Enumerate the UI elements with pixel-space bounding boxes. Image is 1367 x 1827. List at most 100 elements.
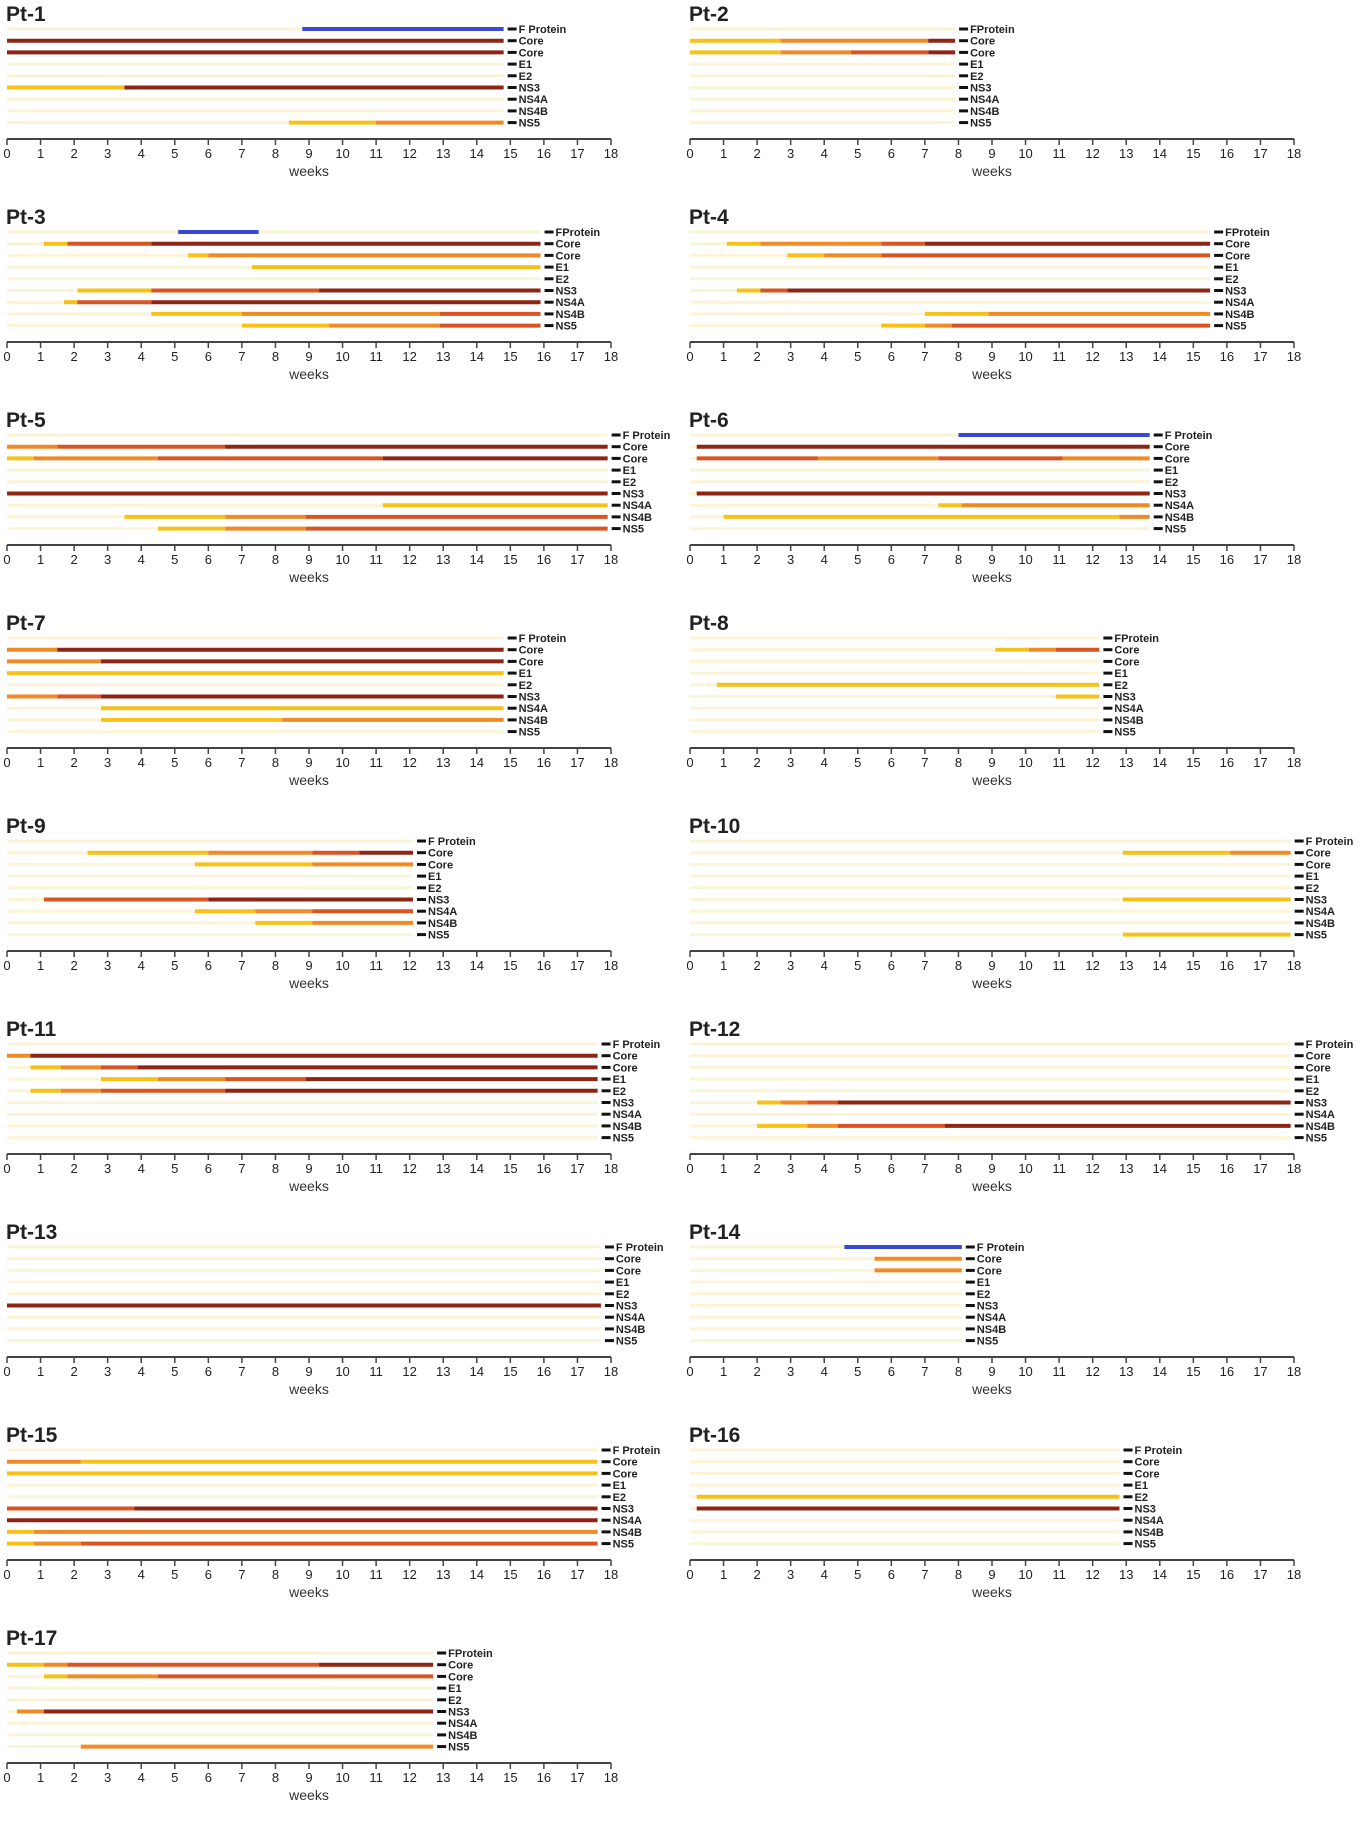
chart-svg-12: Pt-12F ProteinCoreCoreE1E2NS3NS4ANS4BNS5…	[686, 1018, 1353, 1194]
row-label: E2	[977, 1289, 990, 1301]
x-tick-label: 13	[1119, 349, 1133, 364]
x-tick-label: 13	[436, 1770, 450, 1785]
x-tick-label: 12	[402, 1364, 416, 1379]
x-tick-label: 1	[720, 1567, 727, 1582]
row-label: NS5	[519, 727, 540, 739]
x-tick-label: 14	[1153, 349, 1167, 364]
x-tick-label: 12	[1085, 1161, 1099, 1176]
chart-panel-4: Pt-4 FProtein Core Core E1 E2 NS3 NS4A NS4B NS5 0 1…	[683, 203, 1366, 406]
x-tick-label: 14	[470, 1770, 484, 1785]
row-label: NS4B	[556, 309, 585, 321]
x-tick-label: 15	[503, 146, 517, 161]
x-tick-label: 16	[1220, 1567, 1234, 1582]
x-tick-label: 8	[272, 1364, 279, 1379]
x-tick-label: 9	[305, 552, 312, 567]
row-label: E1	[448, 1683, 461, 1695]
x-tick-label: 16	[1220, 1161, 1234, 1176]
row-label: NS3	[519, 83, 540, 95]
x-tick-label: 13	[436, 1364, 450, 1379]
x-tick-label: 10	[335, 1770, 349, 1785]
row-label: E2	[1135, 1492, 1148, 1504]
x-axis-label: weeks	[288, 1178, 329, 1194]
x-tick-label: 2	[753, 349, 760, 364]
x-tick-label: 7	[238, 755, 245, 770]
row-label: Core	[616, 1265, 641, 1277]
x-tick-label: 18	[604, 1567, 618, 1582]
x-tick-label: 8	[955, 552, 962, 567]
x-axis-label: weeks	[971, 1584, 1012, 1600]
x-tick-label: 6	[205, 1364, 212, 1379]
row-label: NS3	[1225, 286, 1246, 298]
row-label: Core	[1135, 1468, 1160, 1480]
x-axis-label: weeks	[971, 569, 1012, 585]
x-tick-label: 16	[537, 1770, 551, 1785]
x-tick-label: 10	[335, 755, 349, 770]
x-tick-label: 8	[955, 146, 962, 161]
x-tick-label: 14	[1153, 1161, 1167, 1176]
x-tick-label: 0	[3, 755, 10, 770]
x-tick-label: 7	[238, 1364, 245, 1379]
x-tick-label: 9	[988, 1567, 995, 1582]
x-tick-label: 17	[570, 349, 584, 364]
x-tick-label: 4	[821, 552, 828, 567]
x-tick-label: 9	[305, 349, 312, 364]
x-tick-label: 14	[470, 146, 484, 161]
x-tick-label: 10	[1018, 1364, 1032, 1379]
x-tick-label: 17	[570, 1364, 584, 1379]
chart-svg-15: Pt-15F ProteinCoreCoreE1E2NS3NS4ANS4BNS5…	[3, 1424, 660, 1600]
x-tick-label: 14	[470, 349, 484, 364]
x-tick-label: 5	[171, 1364, 178, 1379]
row-label: Core	[1225, 250, 1250, 262]
x-tick-label: 15	[1186, 1567, 1200, 1582]
x-tick-label: 18	[604, 1364, 618, 1379]
x-tick-label: 11	[369, 349, 383, 364]
x-tick-label: 4	[138, 1364, 145, 1379]
x-tick-label: 8	[272, 349, 279, 364]
x-tick-label: 6	[205, 1567, 212, 1582]
x-tick-label: 4	[138, 1770, 145, 1785]
x-tick-label: 8	[272, 755, 279, 770]
x-tick-label: 3	[787, 1161, 794, 1176]
x-tick-label: 12	[402, 1770, 416, 1785]
row-label: NS4A	[1114, 703, 1143, 715]
row-label: F Protein	[519, 633, 567, 645]
x-tick-label: 1	[720, 349, 727, 364]
x-tick-label: 10	[1018, 1161, 1032, 1176]
row-label: E2	[1306, 1086, 1319, 1098]
x-tick-label: 12	[402, 755, 416, 770]
row-label: Core	[448, 1660, 473, 1672]
x-tick-label: 9	[988, 349, 995, 364]
x-tick-label: 9	[988, 1364, 995, 1379]
row-label: NS4A	[448, 1718, 477, 1730]
panel-title: Pt-9	[6, 815, 46, 838]
x-tick-label: 4	[821, 349, 828, 364]
x-tick-label: 15	[1186, 146, 1200, 161]
row-label: NS3	[448, 1707, 469, 1719]
x-tick-label: 18	[1287, 1161, 1301, 1176]
row-label: NS3	[1135, 1504, 1156, 1516]
x-tick-label: 6	[888, 349, 895, 364]
row-label: NS5	[428, 930, 449, 942]
row-label: Core	[623, 442, 648, 454]
x-axis-label: weeks	[288, 975, 329, 991]
x-tick-label: 5	[854, 146, 861, 161]
x-tick-label: 16	[537, 1364, 551, 1379]
x-tick-label: 10	[335, 146, 349, 161]
x-tick-label: 7	[238, 958, 245, 973]
x-tick-label: 17	[1253, 1567, 1267, 1582]
x-tick-label: 3	[104, 146, 111, 161]
x-tick-label: 13	[436, 349, 450, 364]
x-tick-label: 8	[955, 1364, 962, 1379]
chart-svg-16: Pt-16F ProteinCoreCoreE1E2NS3NS4ANS4BNS5…	[686, 1424, 1301, 1600]
x-tick-label: 9	[305, 755, 312, 770]
x-tick-label: 4	[821, 1567, 828, 1582]
x-tick-label: 9	[305, 146, 312, 161]
row-label: Core	[613, 1468, 638, 1480]
x-tick-label: 15	[503, 1567, 517, 1582]
x-tick-label: 3	[104, 958, 111, 973]
chart-svg-1: Pt-1F ProteinCoreCoreE1E2NS3NS4ANS4BNS50…	[3, 3, 618, 179]
row-label: NS3	[970, 83, 991, 95]
x-tick-label: 12	[1085, 1567, 1099, 1582]
row-label: E2	[556, 274, 569, 286]
